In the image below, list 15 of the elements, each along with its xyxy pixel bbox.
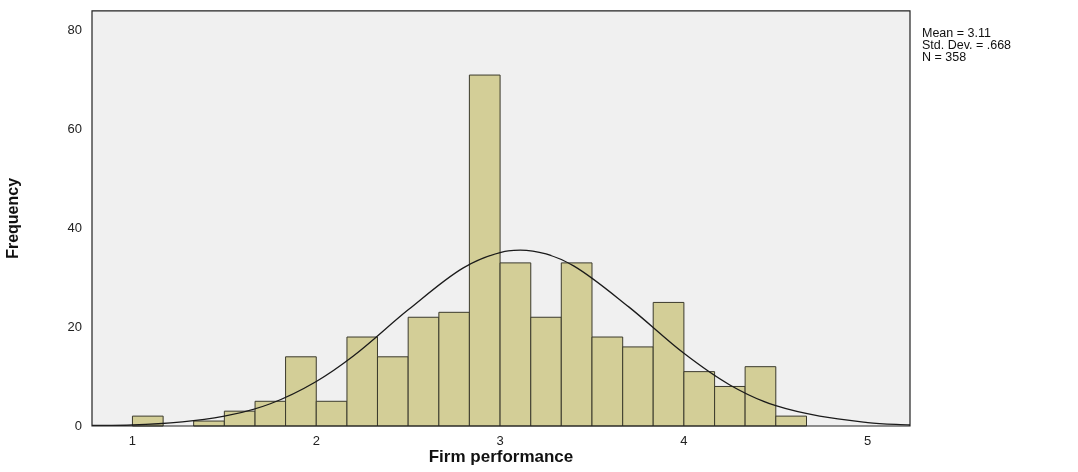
text: N = 358 <box>922 50 968 64</box>
y-axis-title: Frequency <box>4 177 22 259</box>
text: Mean = 3.11 <box>922 26 992 40</box>
y-tick-label: 80 <box>67 22 82 38</box>
x-tick-label: 1 <box>128 433 137 449</box>
y-tick-label: 40 <box>67 219 82 235</box>
y-tick-label: 20 <box>67 318 82 334</box>
y-tick-label: 60 <box>67 121 82 137</box>
x-tick-label: 2 <box>312 433 320 449</box>
x-tick-label: 4 <box>680 433 688 449</box>
y-tick-label: 0 <box>74 417 82 433</box>
x-tick-label: 5 <box>864 433 872 449</box>
text: Std. Dev. = .668 <box>922 38 1012 52</box>
x-tick-label: 3 <box>496 433 504 449</box>
x-axis-title: Firm performance <box>428 447 574 467</box>
